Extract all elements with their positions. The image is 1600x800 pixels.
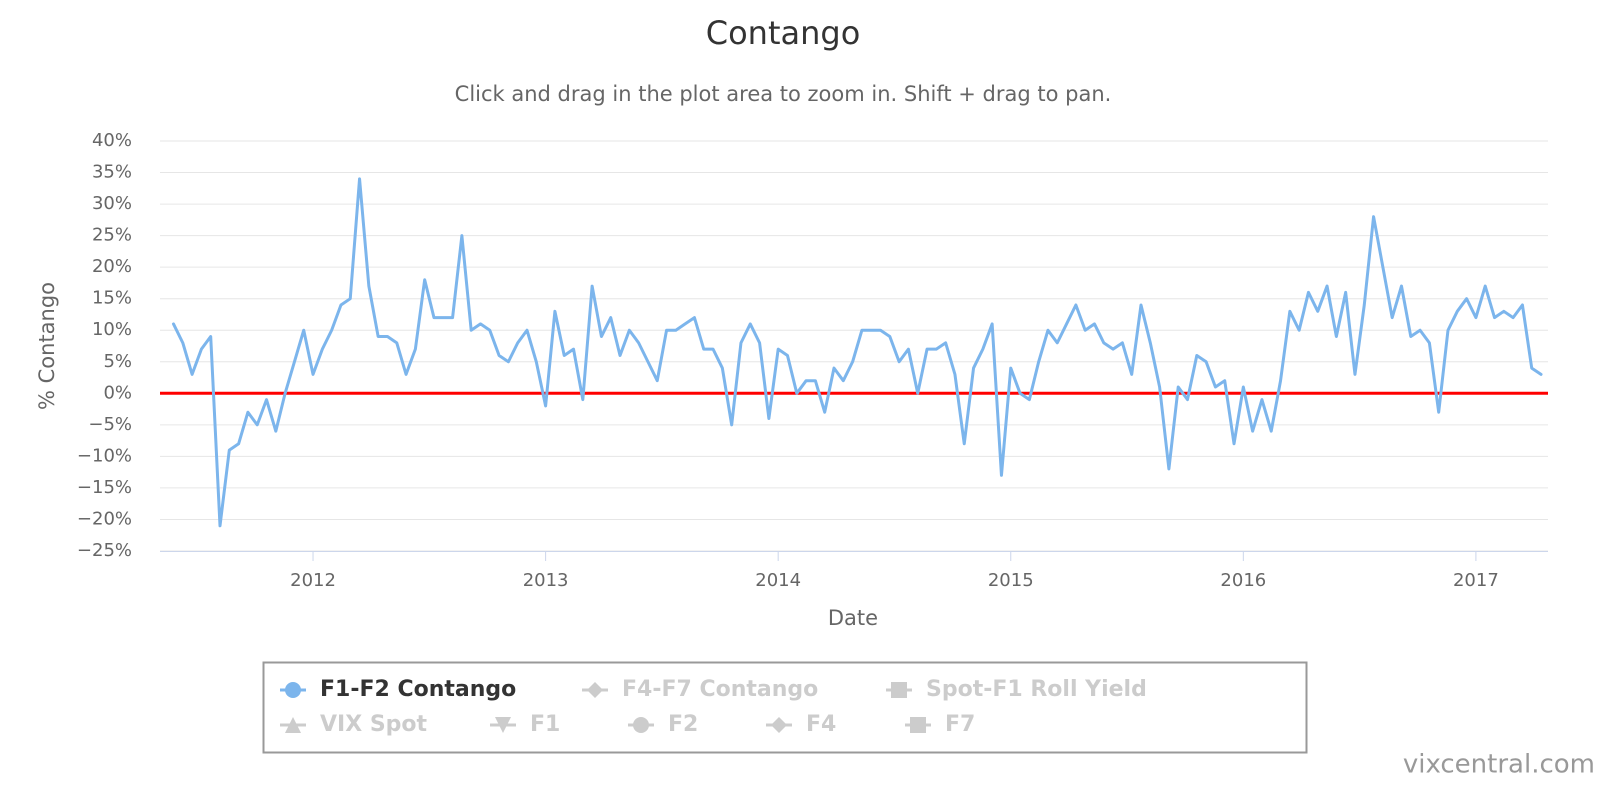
chart-title: Contango: [706, 14, 861, 52]
legend-item[interactable]: VIX Spot: [280, 712, 428, 737]
y-tick-label: −20%: [77, 508, 132, 529]
legend-label: F4-F7 Contango: [622, 677, 818, 702]
legend-symbol: [891, 682, 907, 698]
legend-symbol: [495, 717, 511, 733]
legend-item[interactable]: F4-F7 Contango: [582, 677, 818, 702]
y-tick-label: −15%: [77, 477, 132, 498]
y-tick-label: −10%: [77, 445, 132, 466]
y-tick-label: 5%: [103, 351, 132, 372]
legend-label: VIX Spot: [320, 712, 428, 737]
legend-item[interactable]: Spot-F1 Roll Yield: [886, 677, 1147, 702]
legend-item[interactable]: F1: [490, 712, 560, 737]
x-tick-label: 2016: [1220, 570, 1266, 591]
legend-symbol: [285, 682, 301, 698]
legend-label: F4: [806, 712, 836, 737]
x-tick-label: 2013: [523, 570, 569, 591]
legend-symbol: [587, 682, 603, 698]
legend-symbol: [633, 717, 649, 733]
x-tick-label: 2015: [988, 570, 1034, 591]
legend-symbol: [285, 717, 301, 733]
legend-box: [262, 661, 1308, 754]
y-tick-label: 30%: [92, 193, 132, 214]
legend-item[interactable]: F7: [905, 712, 975, 737]
legend-item[interactable]: F2: [628, 712, 698, 737]
legend-item[interactable]: F4: [766, 712, 836, 737]
legend-symbol: [910, 717, 926, 733]
legend-label: F2: [668, 712, 698, 737]
legend-label: F1-F2 Contango: [320, 677, 516, 702]
y-tick-label: −5%: [88, 414, 132, 435]
y-tick-label: 35%: [92, 162, 132, 183]
y-tick-label: 20%: [92, 256, 132, 277]
legend-label: Spot-F1 Roll Yield: [926, 677, 1147, 702]
chart-subtitle: Click and drag in the plot area to zoom …: [455, 82, 1112, 106]
legend-item[interactable]: F1-F2 Contango: [280, 677, 516, 702]
y-tick-label: 25%: [92, 225, 132, 246]
y-tick-label: 15%: [92, 288, 132, 309]
y-tick-label: 10%: [92, 319, 132, 340]
legend-label: F7: [945, 712, 975, 737]
y-tick-label: −25%: [77, 540, 132, 561]
y-axis-title: % Contango: [35, 282, 59, 410]
x-tick-label: 2014: [755, 570, 801, 591]
legend-label: F1: [530, 712, 560, 737]
x-tick-label: 2012: [290, 570, 336, 591]
credit[interactable]: vixcentral.com: [1403, 750, 1595, 780]
x-tick-label: 2017: [1453, 570, 1499, 591]
x-axis-title: Date: [828, 606, 878, 630]
y-tick-label: 0%: [103, 382, 132, 403]
y-tick-label: 40%: [92, 130, 132, 151]
series-line: [171, 177, 1543, 528]
legend-symbol: [771, 717, 787, 733]
